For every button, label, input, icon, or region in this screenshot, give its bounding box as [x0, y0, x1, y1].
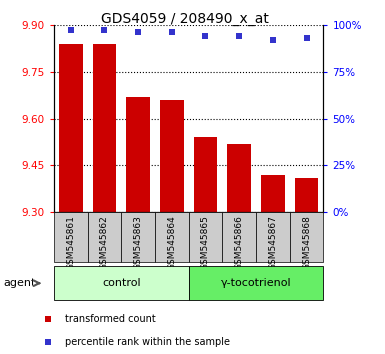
Bar: [223, 212, 256, 262]
Bar: [121, 212, 155, 262]
Bar: [261, 175, 285, 212]
Bar: [54, 212, 88, 262]
Point: [236, 33, 242, 39]
Text: GSM545866: GSM545866: [235, 215, 244, 270]
Text: GSM545861: GSM545861: [66, 215, 75, 270]
Text: agent: agent: [4, 278, 36, 288]
Bar: [189, 266, 323, 300]
Point: [303, 35, 310, 41]
Point: [101, 28, 107, 33]
Bar: [189, 212, 223, 262]
Bar: [290, 212, 323, 262]
Text: percentile rank within the sample: percentile rank within the sample: [65, 337, 230, 348]
Text: GSM545862: GSM545862: [100, 215, 109, 270]
Bar: [256, 212, 290, 262]
Point: [135, 29, 141, 35]
Text: control: control: [102, 278, 141, 288]
Point: [45, 316, 52, 322]
Bar: [160, 100, 184, 212]
Point: [169, 29, 175, 35]
Bar: [228, 144, 251, 212]
Point: [270, 37, 276, 42]
Bar: [54, 266, 189, 300]
Text: GDS4059 / 208490_x_at: GDS4059 / 208490_x_at: [101, 12, 269, 27]
Bar: [93, 44, 116, 212]
Bar: [295, 178, 318, 212]
Point: [45, 340, 52, 346]
Text: GSM545864: GSM545864: [167, 215, 176, 270]
Bar: [194, 137, 217, 212]
Bar: [126, 97, 150, 212]
Text: GSM545867: GSM545867: [268, 215, 277, 270]
Text: γ-tocotrienol: γ-tocotrienol: [221, 278, 291, 288]
Bar: [59, 44, 82, 212]
Text: GSM545868: GSM545868: [302, 215, 311, 270]
Bar: [155, 212, 189, 262]
Text: transformed count: transformed count: [65, 314, 156, 325]
Point: [68, 28, 74, 33]
Text: GSM545865: GSM545865: [201, 215, 210, 270]
Point: [203, 33, 209, 39]
Text: GSM545863: GSM545863: [134, 215, 142, 270]
Bar: [88, 212, 121, 262]
